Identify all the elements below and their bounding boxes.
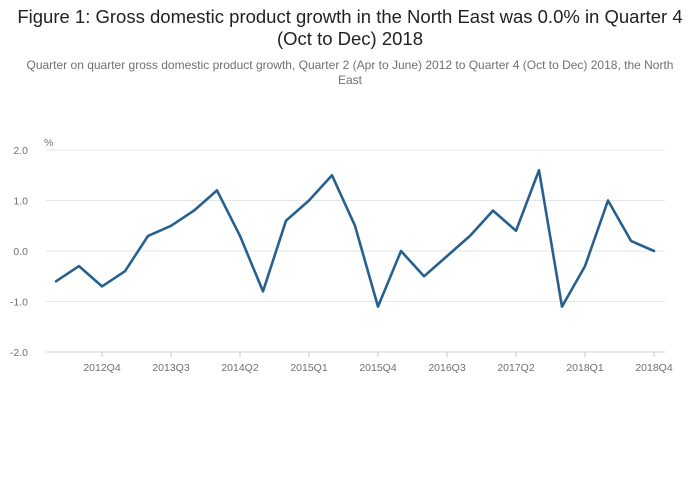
y-tick-label: 0.0: [13, 246, 28, 258]
y-tick-label: -2.0: [10, 347, 28, 359]
x-tick-label: 2017Q2: [497, 362, 535, 374]
y-axis-label: %: [44, 137, 53, 149]
x-tick-label: 2016Q3: [428, 362, 466, 374]
series-line: [54, 168, 656, 308]
gridlines: [46, 149, 665, 353]
x-tick-label: 2012Q4: [83, 362, 121, 374]
x-tick-label: 2018Q4: [635, 362, 673, 374]
x-tick-label: 2013Q3: [152, 362, 190, 374]
y-tick-label: 1.0: [13, 196, 28, 208]
x-tick-label: 2015Q1: [290, 362, 328, 374]
chart-title: Figure 1: Gross domestic product growth …: [17, 6, 683, 49]
y-axis-ticks: 2.0 1.0 0.0 -1.0 -2.0: [10, 145, 28, 359]
y-tick-label: -1.0: [10, 297, 28, 309]
x-tick-label: 2014Q2: [221, 362, 259, 374]
chart-subtitle: Quarter on quarter gross domestic produc…: [26, 58, 674, 87]
x-axis-ticks: 2012Q4 2013Q3 2014Q2 2015Q1 2015Q4 2016Q3 2017…: [83, 352, 673, 374]
y-tick-label: 2.0: [13, 145, 28, 157]
x-tick-label: 2018Q1: [566, 362, 604, 374]
x-tick-label: 2015Q4: [359, 362, 397, 374]
